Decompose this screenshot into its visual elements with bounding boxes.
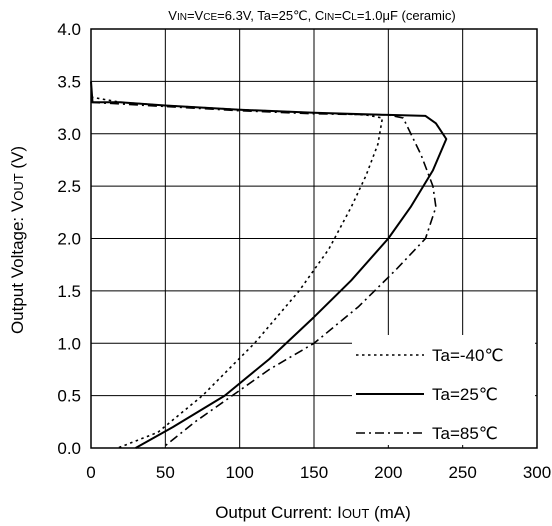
legend: Ta=-40℃ Ta=25℃ Ta=85℃ <box>352 335 535 445</box>
x-tick-label: 0 <box>86 463 95 482</box>
x-tick-label: 100 <box>225 463 253 482</box>
y-tick-label: 2.0 <box>57 230 81 249</box>
legend-label: Ta=25℃ <box>432 385 498 404</box>
y-tick-label: 1.5 <box>57 282 81 301</box>
series-line-1 <box>90 81 448 449</box>
chart-title: VIN=VCE=6.3V, Ta=25℃, CIN=CL=1.0μF (cera… <box>168 8 455 23</box>
x-tick-label: 300 <box>523 463 551 482</box>
x-tick-label: 250 <box>448 463 476 482</box>
y-tick-label: 3.5 <box>57 72 81 91</box>
x-tick-label: 150 <box>300 463 328 482</box>
tick-labels: 0 50 100 150 200 250 300 0.0 0.5 1.0 1.5 2.0 2.5 3.0 3… <box>57 20 551 482</box>
x-tick-label: 200 <box>374 463 402 482</box>
y-tick-label: 0.5 <box>57 387 81 406</box>
legend-label: Ta=-40℃ <box>432 346 504 365</box>
series-lines <box>90 81 448 449</box>
x-tick-label: 50 <box>156 463 175 482</box>
y-tick-label: 2.5 <box>57 177 81 196</box>
series-line-2 <box>90 101 437 449</box>
plot-frame <box>90 28 538 449</box>
y-tick-label: 0.0 <box>57 439 81 458</box>
y-tick-label: 1.0 <box>57 334 81 353</box>
legend-label: Ta=85℃ <box>432 424 498 443</box>
y-tick-label: 4.0 <box>57 20 81 39</box>
x-axis-title: Output Current: IOUT (mA) <box>215 503 411 522</box>
y-axis-title: Output Voltage: VOUT (V) <box>8 146 27 334</box>
legend-box <box>352 335 535 445</box>
y-tick-label: 3.0 <box>57 125 81 144</box>
